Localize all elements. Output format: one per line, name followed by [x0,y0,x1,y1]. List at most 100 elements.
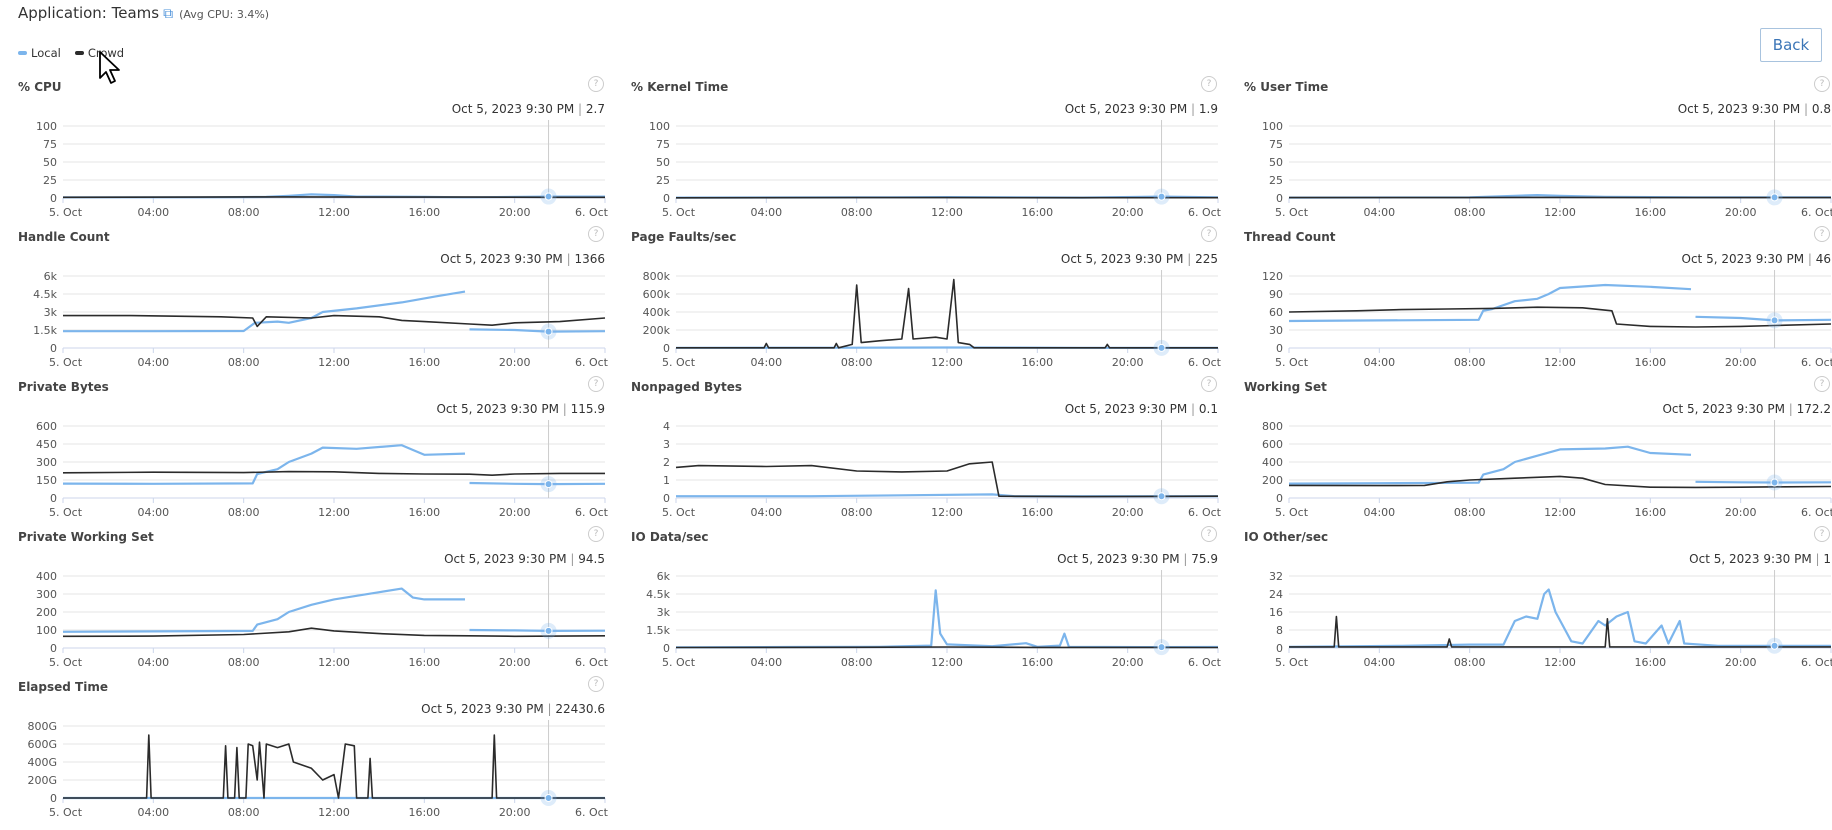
y-tick-label: 200 [36,606,57,619]
series-line-crowd [676,462,1218,497]
x-tick-label: 08:00 [1454,206,1486,219]
x-tick-label: 6. Oct [575,506,608,519]
chart-svg: Oct 5, 2023 9:30 PM | 172.28006004002000… [1244,388,1832,528]
chart-svg: Oct 5, 2023 9:30 PM | 13666k4.5k3k1.5k05… [18,238,608,378]
chart-svg: Oct 5, 2023 9:30 PM | 225800k600k400k200… [631,238,1221,378]
y-tick-label: 2 [663,456,670,469]
y-tick-label: 300 [36,588,57,601]
x-tick-label: 16:00 [1634,656,1666,669]
x-tick-label: 20:00 [499,806,531,819]
tooltip-separator: | [1187,402,1199,416]
y-tick-label: 0 [1276,192,1283,205]
x-tick-label: 12:00 [318,806,350,819]
x-tick-label: 16:00 [408,206,440,219]
x-tick-label: 5. Oct [49,656,83,669]
chart-nonpaged-bytes[interactable]: Nonpaged Bytes?Oct 5, 2023 9:30 PM | 0.1… [631,380,1221,530]
tooltip-separator: | [574,102,586,116]
y-tick-label: 75 [1269,138,1283,151]
y-tick-label: 50 [656,156,670,169]
chart-private-working-set[interactable]: Private Working Set?Oct 5, 2023 9:30 PM … [18,530,608,680]
y-tick-label: 200G [27,774,57,787]
x-tick-label: 5. Oct [49,506,83,519]
y-tick-label: 0 [663,342,670,355]
tooltip-value: 94.5 [578,552,605,566]
x-tick-label: 12:00 [931,656,963,669]
chart-elapsed-time[interactable]: Elapsed Time?Oct 5, 2023 9:30 PM | 22430… [18,680,608,830]
chart-svg: Oct 5, 2023 9:30 PM | 94.540030020010005… [18,538,608,678]
hover-marker [1158,193,1165,200]
y-tick-label: 0 [50,192,57,205]
y-tick-label: 0 [50,642,57,655]
x-tick-label: 20:00 [1725,656,1757,669]
chart-private-bytes[interactable]: Private Bytes?Oct 5, 2023 9:30 PM | 115.… [18,380,608,530]
hover-marker [1771,317,1778,324]
tooltip-readout: Oct 5, 2023 9:30 PM | 94.5 [444,552,605,566]
x-tick-label: 6. Oct [575,656,608,669]
tooltip-date: Oct 5, 2023 9:30 PM [436,402,559,416]
x-tick-label: 20:00 [1112,356,1144,369]
hover-marker [545,481,552,488]
tooltip-readout: Oct 5, 2023 9:30 PM | 115.9 [436,402,605,416]
y-tick-label: 25 [1269,174,1283,187]
tooltip-separator: | [1187,102,1199,116]
x-tick-label: 5. Oct [662,656,696,669]
y-tick-label: 100 [649,120,670,133]
y-tick-label: 16 [1269,606,1283,619]
x-tick-label: 04:00 [750,506,782,519]
x-tick-label: 5. Oct [49,806,83,819]
external-link-icon[interactable]: ⧉ [163,6,173,22]
chart-svg: Oct 5, 2023 9:30 PM | 22430.6800G600G400… [18,688,608,828]
x-tick-label: 12:00 [318,656,350,669]
series-line-crowd [1289,307,1831,327]
tooltip-readout: Oct 5, 2023 9:30 PM | 0.8 [1678,102,1831,116]
x-tick-label: 08:00 [1454,506,1486,519]
x-tick-label: 16:00 [408,506,440,519]
x-tick-label: 6. Oct [1801,206,1832,219]
x-tick-label: 5. Oct [662,356,696,369]
tooltip-value: 1366 [574,252,605,266]
y-tick-label: 200 [1262,474,1283,487]
x-tick-label: 20:00 [499,656,531,669]
y-tick-label: 1.5k [646,624,670,637]
y-tick-label: 400 [36,570,57,583]
y-tick-label: 600 [36,420,57,433]
series-line-local [63,445,605,484]
y-tick-label: 4.5k [646,588,670,601]
y-tick-label: 0 [1276,342,1283,355]
x-tick-label: 04:00 [137,806,169,819]
mouse-cursor-icon [98,50,128,86]
y-tick-label: 75 [656,138,670,151]
x-tick-label: 20:00 [1112,656,1144,669]
x-tick-label: 16:00 [408,356,440,369]
chart-page-faults-sec[interactable]: Page Faults/sec?Oct 5, 2023 9:30 PM | 22… [631,230,1221,380]
x-tick-label: 08:00 [841,356,873,369]
tooltip-value: 1 [1823,552,1831,566]
series-line-crowd [63,316,605,327]
legend-item-local[interactable]: Local [18,46,61,60]
x-tick-label: 6. Oct [1188,356,1221,369]
y-tick-label: 0 [1276,492,1283,505]
series-line-local [676,590,1218,647]
tooltip-value: 115.9 [571,402,605,416]
y-tick-label: 400k [643,306,671,319]
x-tick-label: 12:00 [931,356,963,369]
tooltip-date: Oct 5, 2023 9:30 PM [1689,552,1812,566]
tooltip-readout: Oct 5, 2023 9:30 PM | 2.7 [452,102,605,116]
x-tick-label: 12:00 [318,506,350,519]
y-tick-label: 600 [1262,438,1283,451]
y-tick-label: 25 [656,174,670,187]
back-button[interactable]: Back [1760,28,1822,62]
y-tick-label: 0 [663,492,670,505]
y-tick-label: 60 [1269,306,1283,319]
tooltip-date: Oct 5, 2023 9:30 PM [421,702,544,716]
